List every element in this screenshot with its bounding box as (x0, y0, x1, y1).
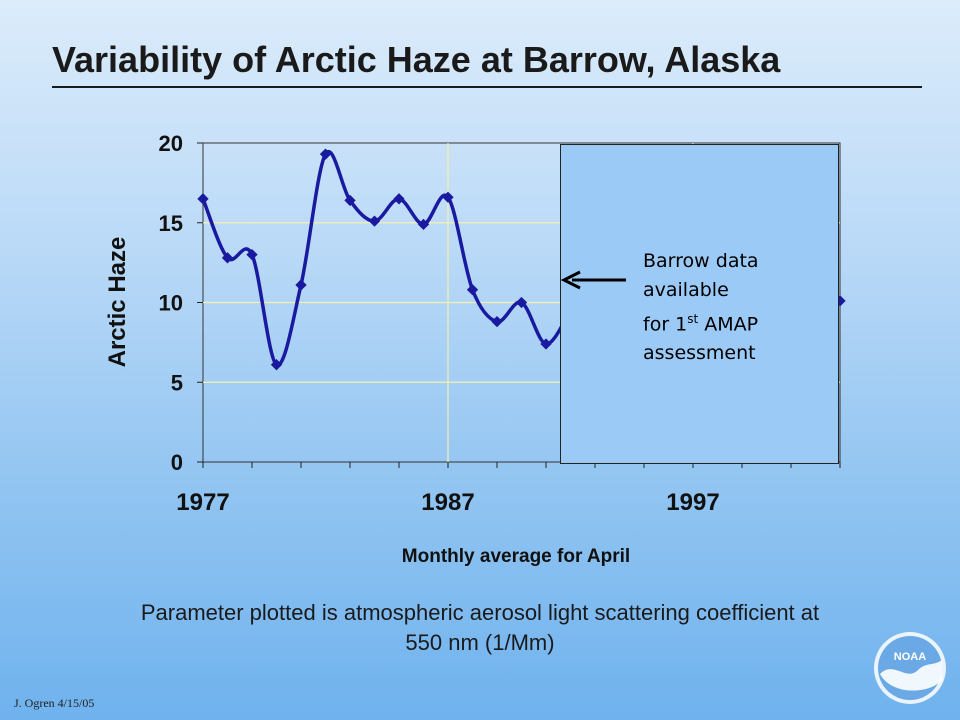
annotation-box: Barrow data available for 1st AMAP asses… (560, 144, 839, 464)
data-point (515, 296, 528, 309)
x-tick-label: 1987 (421, 489, 474, 516)
slide-title: Variability of Arctic Haze at Barrow, Al… (52, 39, 781, 80)
data-point (295, 279, 307, 291)
y-tick-label: 0 (171, 450, 183, 475)
footer-credit: J. Ogren 4/15/05 (14, 696, 95, 710)
data-point (466, 284, 479, 296)
data-point (442, 191, 454, 203)
y-tick-label: 10 (159, 291, 183, 316)
y-tick-label: 5 (171, 370, 183, 395)
data-point (246, 248, 258, 261)
caption-line-1: Parameter plotted is atmospheric aerosol… (140, 600, 820, 625)
data-point (319, 148, 332, 160)
data-point (393, 193, 405, 205)
data-point (270, 359, 283, 371)
y-tick-label: 15 (159, 211, 183, 236)
noaa-logo-icon: NOAA (874, 632, 946, 704)
caption-line-2: 550 nm (1/Mm) (405, 630, 555, 655)
y-axis-label: Arctic Haze (104, 236, 131, 368)
data-point (344, 194, 356, 207)
data-point (417, 218, 430, 231)
x-tick-label: 1997 (666, 489, 719, 516)
series-line (201, 149, 572, 367)
annotation-line-1: Barrow data (643, 250, 759, 272)
data-point (540, 338, 552, 350)
caption: Parameter plotted is atmospheric aerosol… (40, 598, 920, 658)
annotation-text: Barrow data available for 1st AMAP asses… (643, 247, 833, 368)
x-axis-label: Monthly average for April (401, 546, 631, 567)
data-point (221, 252, 234, 264)
data-point (197, 193, 209, 205)
y-tick-label: 20 (159, 131, 183, 156)
data-point (491, 315, 503, 328)
annotation-line-4: assessment (643, 342, 756, 365)
logo-text: NOAA (894, 651, 926, 663)
x-tick-label: 1977 (176, 489, 229, 516)
title-underline (52, 86, 922, 88)
annotation-line-3: for 1st AMAP (643, 312, 759, 336)
data-point (368, 215, 381, 227)
annotation-line-2: available (643, 279, 729, 301)
